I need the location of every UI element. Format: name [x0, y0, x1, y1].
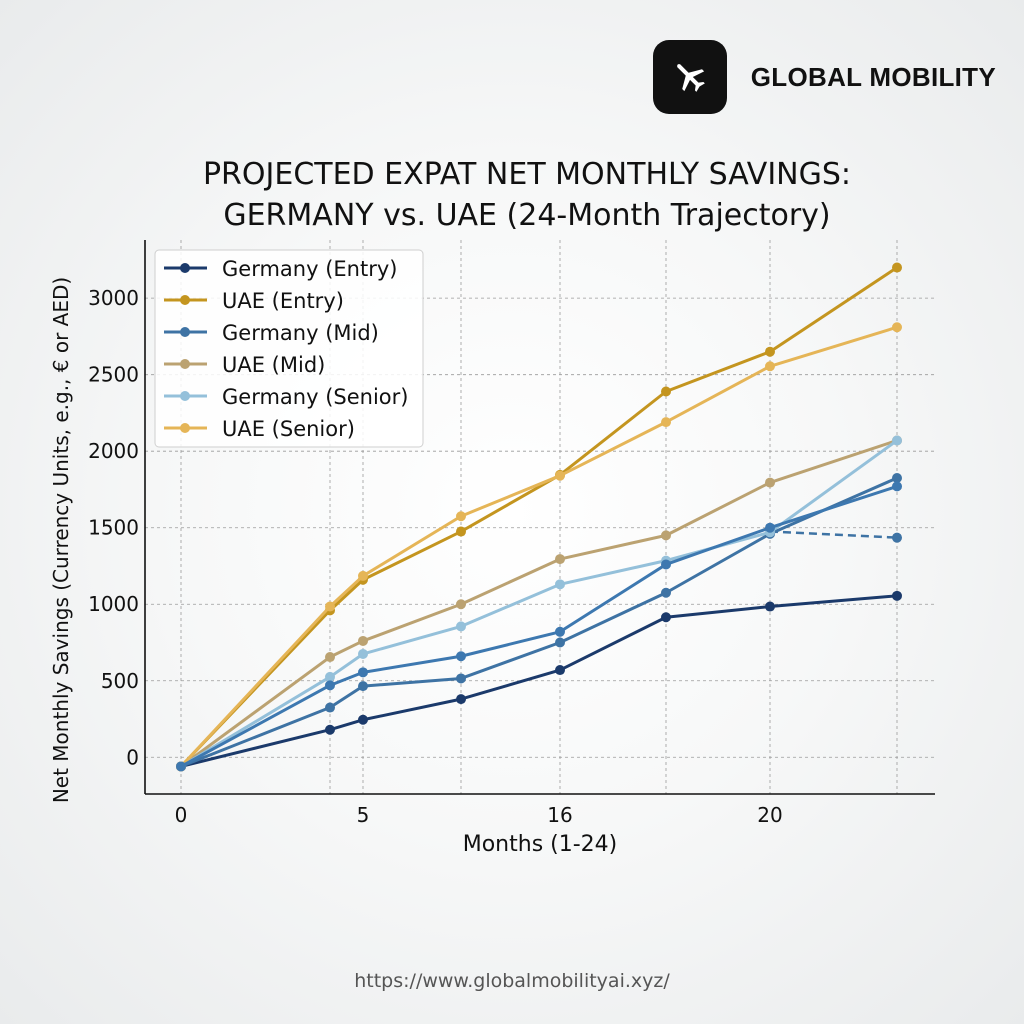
- airplane-icon-graphic: [676, 64, 705, 92]
- chart-title: PROJECTED EXPAT NET MONTHLY SAVINGS: GER…: [0, 154, 1024, 236]
- y-axis-label: Net Monthly Savings (Currency Units, e.g…: [49, 277, 73, 803]
- data-point: [358, 714, 368, 725]
- airplane-icon: [652, 40, 727, 114]
- x-tick-label: 20: [757, 803, 782, 827]
- data-point: [892, 322, 902, 333]
- data-point: [555, 626, 565, 637]
- series-line: [179, 325, 898, 768]
- data-point: [661, 559, 671, 570]
- x-axis-label: Months (1-24): [463, 832, 618, 857]
- data-point: [358, 570, 368, 581]
- data-point: [358, 648, 368, 659]
- legend-entry: UAE (Entry): [222, 289, 344, 313]
- data-point: [456, 511, 466, 522]
- data-point: [892, 435, 902, 446]
- data-point: [358, 681, 368, 692]
- data-point: [555, 470, 565, 481]
- data-point: [555, 637, 565, 648]
- footer-url: https://www.globalmobilityai.xyz/: [354, 970, 670, 992]
- y-tick-label: 500: [101, 669, 139, 693]
- data-point: [892, 590, 902, 601]
- data-point: [765, 522, 775, 533]
- data-point: [661, 417, 671, 428]
- data-point: [892, 262, 902, 273]
- data-point: [358, 667, 368, 678]
- x-tick-label: 0: [175, 803, 188, 827]
- chart-title-line-1: PROJECTED EXPAT NET MONTHLY SAVINGS:: [202, 157, 852, 192]
- chart-title-line-2: GERMANY vs. UAE (24-Month Trajectory): [223, 198, 831, 233]
- data-point: [176, 761, 186, 772]
- data-point: [325, 601, 335, 612]
- legend-marker: [180, 327, 190, 337]
- series-extension: [769, 530, 898, 539]
- data-point: [555, 665, 565, 676]
- data-point: [456, 621, 466, 632]
- data-point: [892, 532, 902, 543]
- y-tick-label: 1500: [88, 516, 139, 540]
- data-point: [456, 673, 466, 684]
- series-line: [180, 484, 898, 768]
- data-point: [765, 477, 775, 488]
- y-tick-label: 0: [126, 745, 139, 769]
- series-line: [180, 439, 898, 768]
- data-point: [456, 651, 466, 662]
- data-point: [325, 680, 335, 691]
- legend-entry: Germany (Entry): [222, 257, 397, 281]
- data-point: [892, 472, 902, 483]
- brand-name: GLOBAL MOBILITY: [750, 61, 996, 92]
- legend-marker: [180, 423, 190, 433]
- data-point: [661, 612, 671, 623]
- legend-entry: UAE (Mid): [222, 353, 325, 377]
- legend-marker: [180, 359, 190, 369]
- data-point: [765, 346, 775, 357]
- data-point: [325, 652, 335, 663]
- series-line: [180, 594, 898, 768]
- series-line: [179, 266, 898, 768]
- y-tick-label: 2500: [88, 363, 139, 387]
- data-point: [555, 579, 565, 590]
- legend-marker: [180, 263, 190, 273]
- data-point: [456, 694, 466, 705]
- data-point: [325, 671, 335, 682]
- legend-entry: Germany (Mid): [222, 321, 379, 345]
- legend-entry: Germany (Senior): [222, 385, 408, 409]
- data-point: [661, 587, 671, 598]
- series-line: [180, 439, 898, 768]
- brand-header: GLOBAL MOBILITY: [652, 40, 996, 114]
- data-point: [555, 554, 565, 565]
- legend: Germany (Entry) UAE (Entry) Germany (Mid) U…: [154, 249, 424, 448]
- data-point: [661, 530, 671, 541]
- legend-entry: UAE (Senior): [222, 417, 355, 441]
- data-point: [358, 635, 368, 646]
- series-line: [180, 476, 898, 768]
- y-tick-label: 3000: [88, 286, 139, 310]
- data-point: [661, 386, 671, 397]
- data-point: [892, 481, 902, 492]
- data-point: [765, 361, 775, 372]
- legend-box: [154, 249, 424, 448]
- data-point: [325, 724, 335, 735]
- data-point: [765, 601, 775, 612]
- data-point: [456, 526, 466, 537]
- y-tick-label: 2000: [88, 439, 139, 463]
- y-tick-label: 1000: [88, 592, 139, 616]
- x-tick-label: 16: [547, 803, 572, 827]
- data-point: [325, 702, 335, 713]
- x-tick-label: 5: [357, 803, 370, 827]
- data-point: [456, 599, 466, 610]
- legend-marker: [180, 295, 190, 305]
- legend-marker: [180, 391, 190, 401]
